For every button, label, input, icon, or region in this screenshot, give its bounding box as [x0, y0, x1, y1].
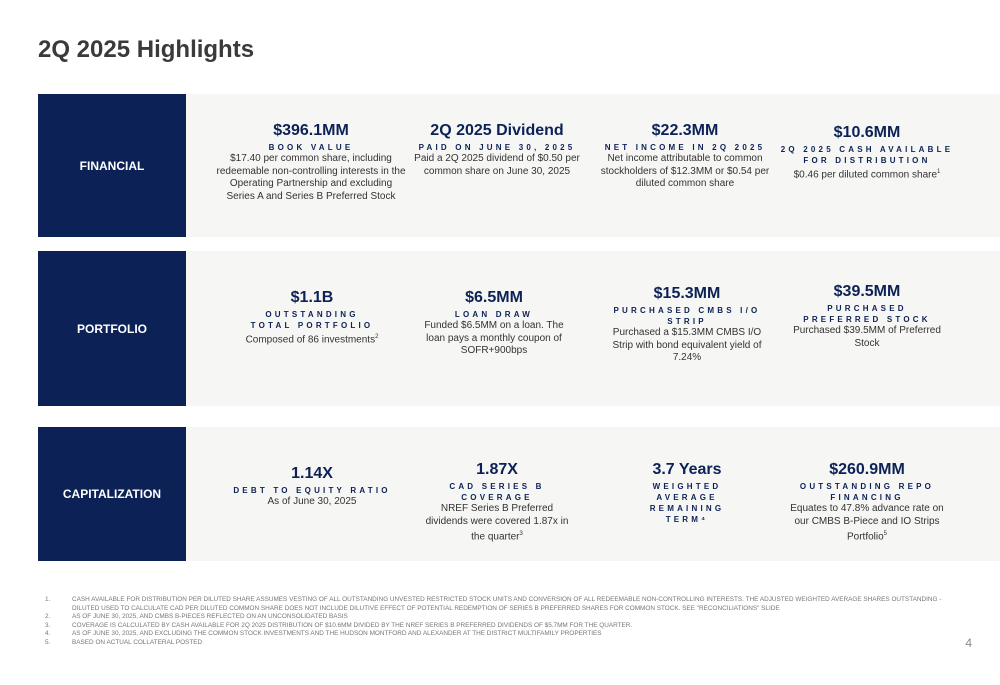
- capitalization-section: CAPITALIZATION 1.14X DEBT TO EQUITY RATI…: [38, 427, 1000, 561]
- metric-description: NREF Series B Preferred dividends were c…: [425, 503, 569, 543]
- footnote-ref: 3: [519, 531, 523, 537]
- metric-cad-coverage: 1.87X CAD SERIES B COVERAGE NREF Series …: [422, 461, 572, 544]
- footnote-ref: 1: [937, 169, 941, 175]
- metric-book-value: $396.1MM BOOK VALUE $17.40 per common sh…: [216, 122, 406, 203]
- metric-description: $17.40 per common share, including redee…: [216, 153, 406, 202]
- footnote: 2. AS OF JUNE 30, 2025, AND CMBS B-PIECES…: [45, 613, 348, 620]
- metric-repo-financing: $260.9MM OUTSTANDING REPO FINANCING Equa…: [782, 461, 952, 544]
- metric-description: Composed of 86 investments: [245, 334, 376, 346]
- metric-value: 1.87X: [476, 461, 518, 478]
- metric-debt-to-equity: 1.14X DEBT TO EQUITY RATIO As of June 30…: [217, 465, 407, 509]
- metric-value: $396.1MM: [273, 122, 349, 139]
- footnotes: 1. CASH AVAILABLE FOR DISTRIBUTION PER DI…: [45, 596, 955, 647]
- financial-label: FINANCIAL: [38, 94, 186, 237]
- metric-caption: BOOK VALUE: [268, 143, 354, 152]
- metric-description: Paid a 2Q 2025 dividend of $0.50 per com…: [414, 153, 580, 177]
- metric-description: Purchased $39.5MM of Preferred Stock: [793, 325, 941, 349]
- capitalization-label: CAPITALIZATION: [38, 427, 186, 561]
- metric-description: As of June 30, 2025: [267, 496, 357, 507]
- portfolio-label: PORTFOLIO: [38, 251, 186, 406]
- metric-value: 1.14X: [291, 465, 333, 482]
- metric-caption: NET INCOME IN 2Q 2025: [604, 143, 766, 152]
- metric-caption: PURCHASED CMBS I/O STRIP: [613, 306, 761, 326]
- metric-net-income: $22.3MM NET INCOME IN 2Q 2025 Net income…: [590, 122, 780, 191]
- metric-value: $260.9MM: [829, 461, 905, 478]
- metric-value: $22.3MM: [651, 122, 719, 139]
- metric-description: Net income attributable to common stockh…: [600, 153, 770, 189]
- footnote: 5. BASED ON ACTUAL COLLATERAL POSTED: [45, 638, 203, 646]
- metric-caption: LOAN DRAW: [454, 310, 534, 319]
- metric-value: $10.6MM: [833, 124, 901, 141]
- metric-caption: OUTSTANDING REPO FINANCING: [799, 482, 935, 502]
- footnote-ref: 5: [883, 531, 888, 537]
- metric-loan-draw: $6.5MM LOAN DRAW Funded $6.5MM on a loan…: [414, 289, 574, 358]
- metric-description: Purchased a $15.3MM CMBS I/O Strip with …: [612, 327, 762, 363]
- metric-cmbs-strip: $15.3MM PURCHASED CMBS I/O STRIP Purchas…: [602, 285, 772, 365]
- metric-caption: WEIGHTED AVERAGE REMAINING TERM⁴: [649, 482, 725, 524]
- metric-value: $39.5MM: [833, 283, 901, 300]
- metric-cad: $10.6MM 2Q 2025 CASH AVAILABLE FOR DISTR…: [772, 124, 962, 182]
- footnote: 1. CASH AVAILABLE FOR DISTRIBUTION PER DI…: [45, 596, 942, 612]
- metric-caption: PURCHASED PREFERRED STOCK: [803, 304, 931, 324]
- metric-caption: DEBT TO EQUITY RATIO: [233, 486, 391, 495]
- metric-value: 3.7 Years: [652, 461, 722, 478]
- metric-description: Funded $6.5MM on a loan. The loan pays a…: [424, 320, 564, 356]
- metric-caption: CAD SERIES B COVERAGE: [449, 482, 545, 502]
- metric-value: $1.1B: [290, 289, 334, 306]
- footnote: 3. COVERAGE IS CALCULATED BY CASH AVAILAB…: [45, 621, 633, 629]
- page-title: 2Q 2025 Highlights: [38, 36, 255, 63]
- metric-dividend: 2Q 2025 Dividend PAID ON JUNE 30, 2025 P…: [402, 122, 592, 178]
- footnote-ref: 2: [375, 334, 379, 340]
- metric-value: $15.3MM: [653, 285, 721, 302]
- financial-section: FINANCIAL $396.1MM BOOK VALUE $17.40 per…: [38, 94, 1000, 237]
- metric-caption: 2Q 2025 CASH AVAILABLE FOR DISTRIBUTION: [780, 145, 954, 165]
- metric-value: 2Q 2025 Dividend: [430, 122, 564, 139]
- metric-caption: OUTSTANDING TOTAL PORTFOLIO: [250, 310, 374, 330]
- metric-value: $6.5MM: [465, 289, 523, 306]
- metric-total-portfolio: $1.1B OUTSTANDING TOTAL PORTFOLIO Compos…: [242, 289, 382, 347]
- page-number: 4: [965, 636, 972, 650]
- metric-remaining-term: 3.7 Years WEIGHTED AVERAGE REMAINING TER…: [632, 461, 742, 525]
- metric-description: Equates to 47.8% advance rate on our CMB…: [790, 503, 944, 543]
- portfolio-section: PORTFOLIO $1.1B OUTSTANDING TOTAL PORTFO…: [38, 251, 1000, 406]
- metric-preferred-stock: $39.5MM PURCHASED PREFERRED STOCK Purcha…: [787, 283, 947, 350]
- metric-description: $0.46 per diluted common share: [793, 169, 938, 181]
- metric-caption: PAID ON JUNE 30, 2025: [418, 143, 576, 152]
- footnote: 4. AS OF JUNE 30, 2025, AND EXCLUDING THE…: [45, 630, 602, 637]
